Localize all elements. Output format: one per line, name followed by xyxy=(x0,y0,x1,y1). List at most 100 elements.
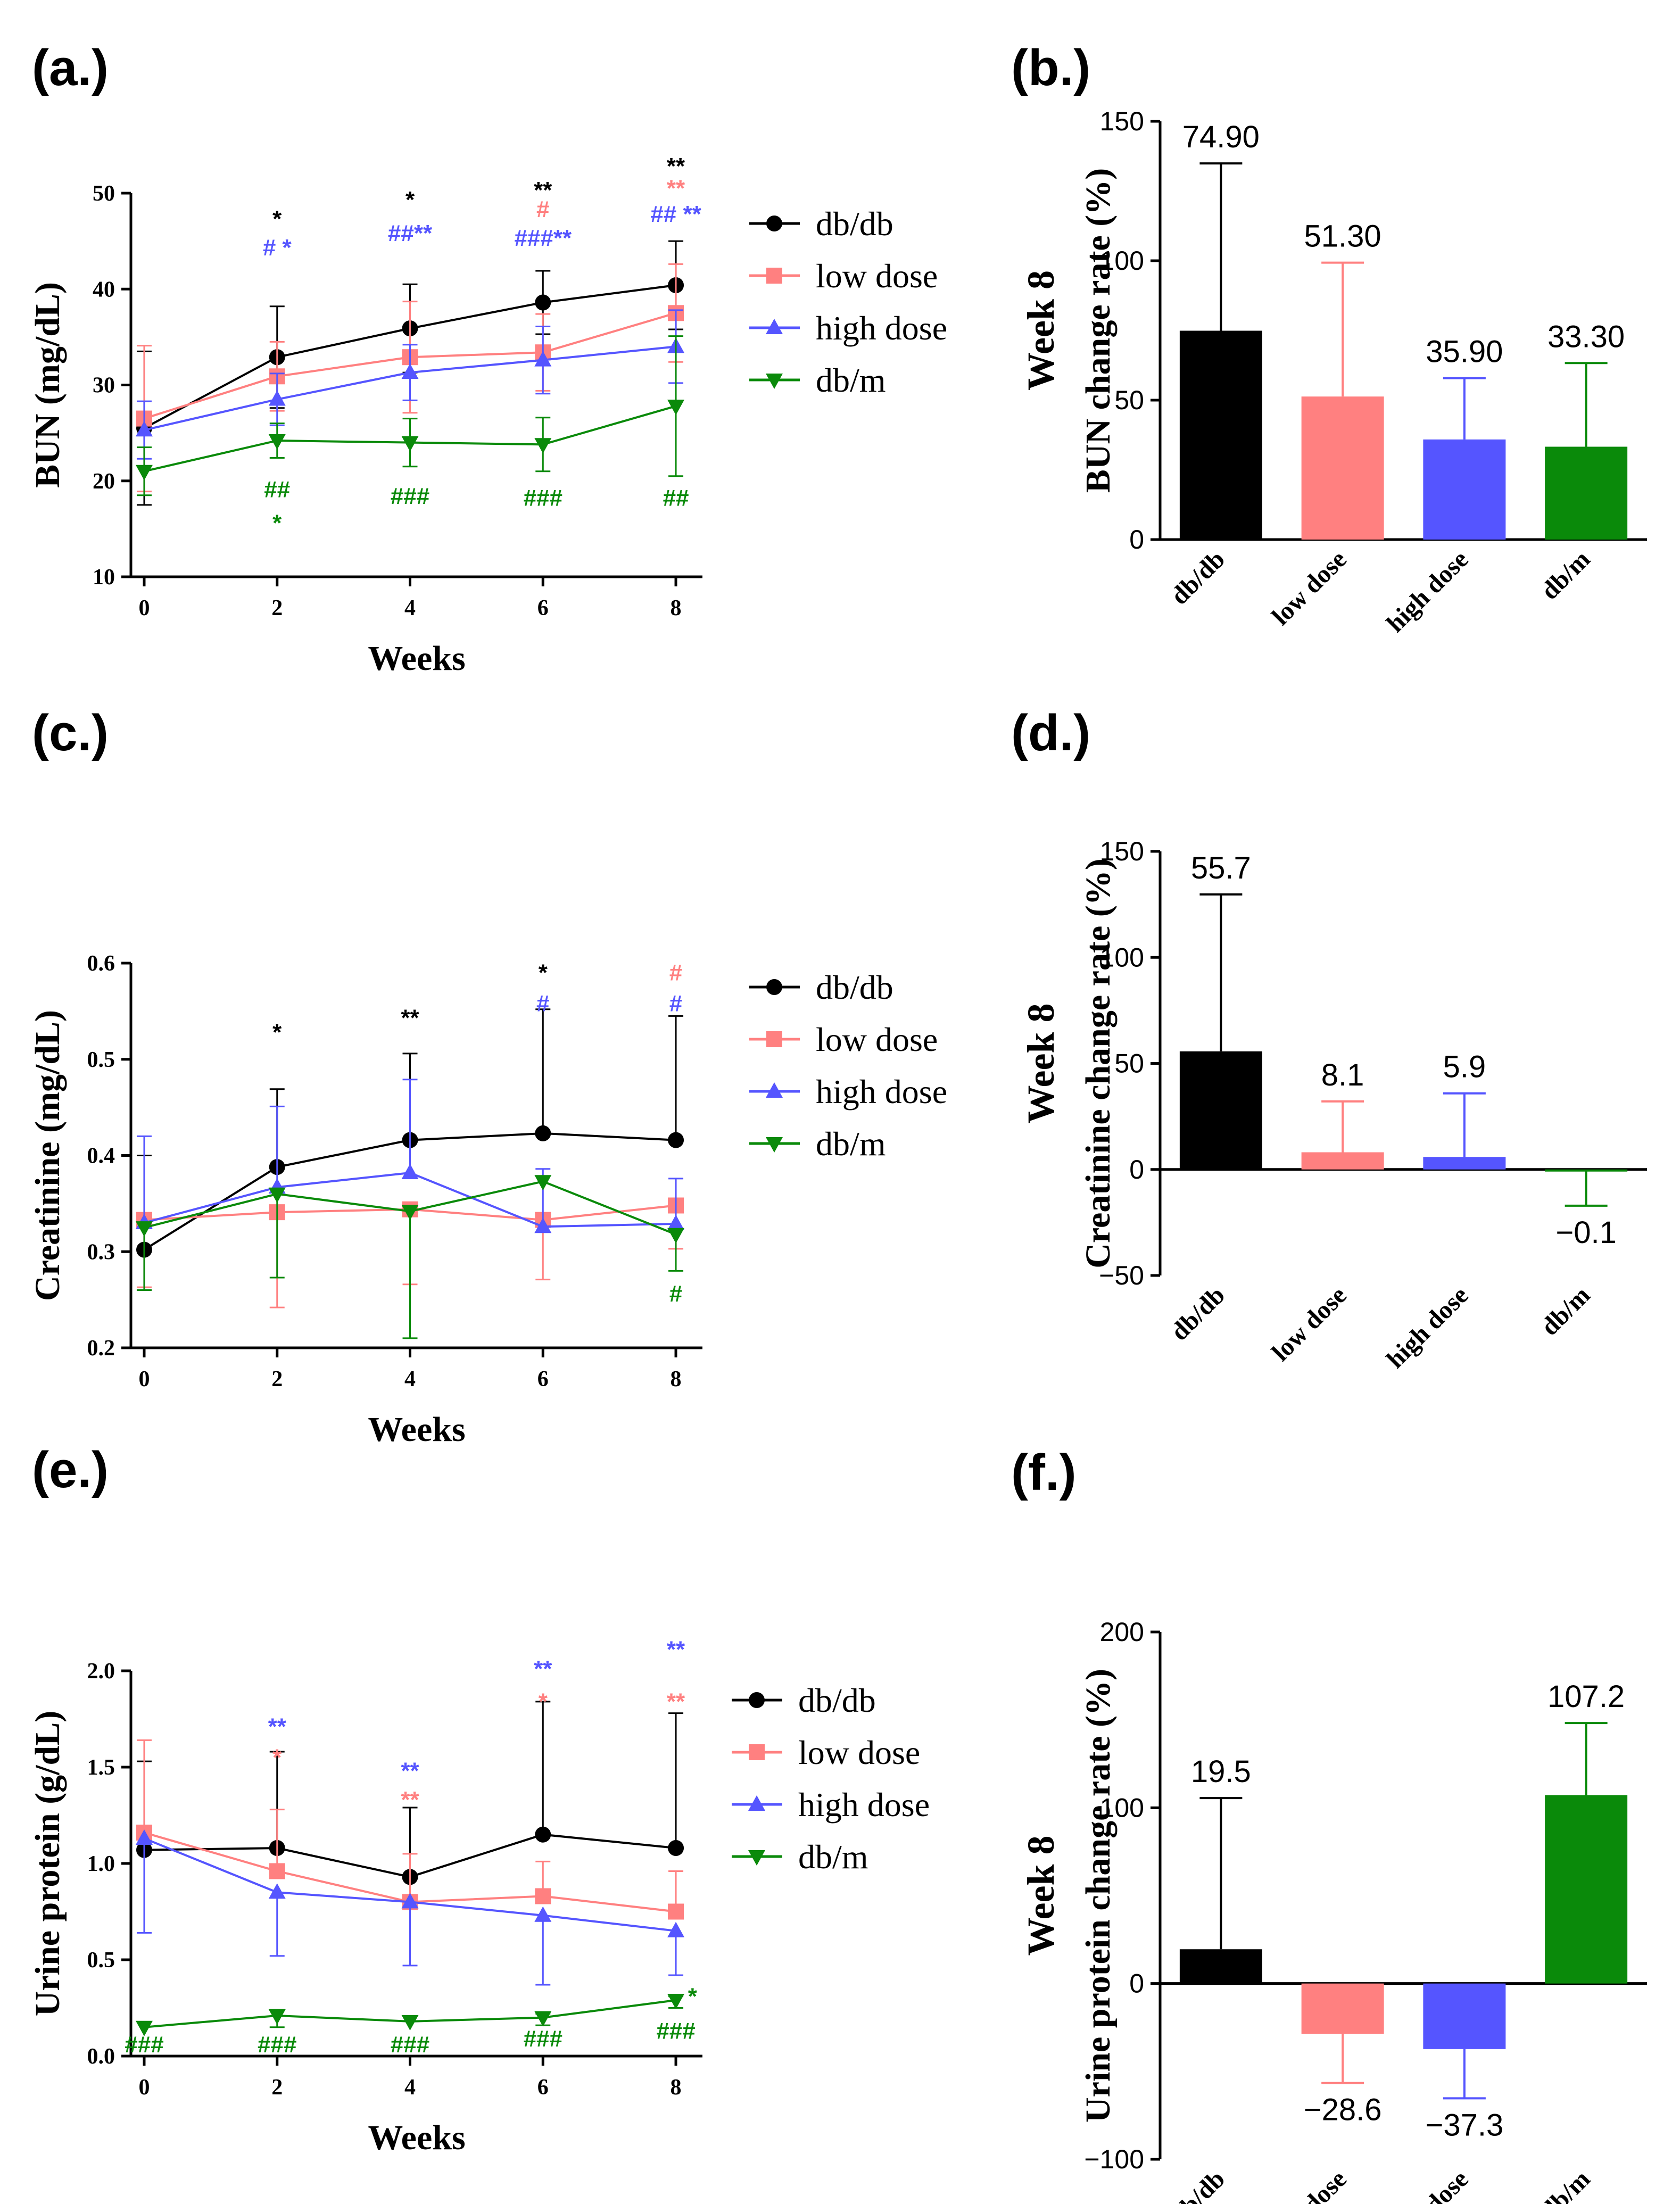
legend-label: low dose xyxy=(798,1734,920,1771)
panel-label: (b.) xyxy=(1011,39,1090,96)
data-label: 33.30 xyxy=(1547,319,1625,354)
significance-mark: ### xyxy=(524,2026,562,2052)
data-point xyxy=(668,1132,684,1148)
bar-chart-5: (f.) −100 0 100 200 Week 8 Urine protein chang… xyxy=(1011,1444,1647,2204)
x-tick-label: 6 xyxy=(537,596,549,620)
legend-marker xyxy=(766,979,782,995)
x-tick-label: 6 xyxy=(537,1367,549,1391)
legend: db/db low dose high dose db/m xyxy=(732,1681,930,1876)
x-tick-label: 0 xyxy=(138,1367,150,1391)
bar xyxy=(1545,446,1628,540)
line-chart-4: (e.) 0.0 0.5 1.0 1.5 2.0 0 2 4 6 8 Weeks Urine prote… xyxy=(28,1441,930,2157)
significance-mark: * xyxy=(272,1744,282,1770)
bar xyxy=(1179,1949,1262,1984)
legend: db/db low dose high dose db/m xyxy=(749,205,947,399)
panel-label: (d.) xyxy=(1011,705,1090,761)
y-tick-label: 100 xyxy=(1100,246,1144,276)
significance-mark: ### xyxy=(125,2032,163,2058)
y-tick-label: 0.5 xyxy=(87,1948,115,1973)
y-tick-label: 30 xyxy=(93,374,115,398)
bar xyxy=(1301,1152,1384,1170)
legend: db/db low dose high dose db/m xyxy=(749,968,947,1163)
data-point xyxy=(401,1164,419,1180)
significance-mark: * xyxy=(539,1688,548,1714)
significance-mark: ### xyxy=(656,2018,695,2044)
y-tick-label: 50 xyxy=(1114,1049,1144,1079)
category-label: low dose xyxy=(1267,1281,1352,1366)
chart-title: Week 8 xyxy=(1020,1004,1062,1124)
y-tick-label: 0.4 xyxy=(87,1144,115,1169)
data-label: 107.2 xyxy=(1547,1679,1625,1714)
x-tick-label: 8 xyxy=(671,1367,682,1391)
legend-label: db/m xyxy=(816,361,886,399)
x-tick-label: 2 xyxy=(271,596,283,620)
significance-mark: ** xyxy=(667,175,685,201)
legend-label: high dose xyxy=(816,309,947,347)
y-tick-label: 0 xyxy=(1129,1155,1144,1184)
series-high-dose xyxy=(135,1829,685,1986)
legend-marker xyxy=(748,1795,765,1811)
series-db-m xyxy=(135,335,685,496)
panel-label: (a.) xyxy=(32,39,109,96)
data-point xyxy=(667,1228,685,1244)
y-tick-label: 2.0 xyxy=(87,1659,115,1684)
significance-mark: # * xyxy=(263,235,292,261)
legend-marker xyxy=(766,1082,783,1098)
data-point xyxy=(667,400,685,416)
data-label: −0.1 xyxy=(1555,1215,1617,1250)
data-label: 35.90 xyxy=(1426,335,1503,369)
data-label: −28.6 xyxy=(1304,2093,1382,2127)
y-tick-label: 50 xyxy=(1114,385,1144,415)
significance-mark: ###** xyxy=(514,225,572,251)
data-point xyxy=(667,1921,685,1937)
data-point xyxy=(268,2009,286,2025)
legend-label: db/db xyxy=(798,1681,876,1719)
data-point xyxy=(135,1829,153,1845)
data-point xyxy=(668,1840,684,1857)
category-label: db/db xyxy=(1165,1281,1230,1346)
y-axis-title: BUN change rate (%) xyxy=(1079,168,1118,493)
significance-mark: ### xyxy=(391,483,429,509)
legend-label: low dose xyxy=(816,257,938,295)
legend-marker xyxy=(766,374,783,389)
data-point xyxy=(534,1906,552,1922)
x-tick-label: 2 xyxy=(271,2075,283,2100)
category-label: high dose xyxy=(1381,1281,1474,1373)
y-tick-label: 0 xyxy=(1129,1969,1144,1999)
series-db-m xyxy=(135,1994,685,2036)
data-point xyxy=(534,438,552,454)
y-tick-label: 0.0 xyxy=(87,2044,115,2069)
significance-mark: ## xyxy=(663,485,689,511)
series-db-m xyxy=(135,1175,685,1339)
x-axis-title: Weeks xyxy=(368,2118,465,2157)
bar-chart-1: (b.) 0 50 100 150 Week 8 BUN change rate (%) 74… xyxy=(1011,39,1647,638)
data-point xyxy=(534,2011,552,2027)
category-label: db/m xyxy=(1535,2165,1595,2204)
legend-label: high dose xyxy=(816,1073,947,1111)
data-point xyxy=(135,1221,153,1237)
legend-label: db/db xyxy=(816,205,893,243)
panel-label: (e.) xyxy=(32,1441,109,1498)
y-tick-label: 200 xyxy=(1100,1617,1144,1647)
significance-mark: ** xyxy=(667,153,685,179)
y-axis-title: Urine protein (g/dL) xyxy=(28,1711,67,2016)
y-tick-label: 150 xyxy=(1100,836,1144,866)
category-label: low dose xyxy=(1267,2165,1352,2204)
data-point xyxy=(268,390,286,406)
significance-mark: * xyxy=(688,1983,698,2009)
data-point xyxy=(269,1863,285,1879)
data-point xyxy=(401,1205,419,1221)
x-tick-label: 0 xyxy=(138,596,150,620)
data-label: 5.9 xyxy=(1443,1050,1486,1084)
category-label: db/db xyxy=(1165,2165,1230,2204)
y-tick-label: 0.3 xyxy=(87,1240,115,1264)
significance-mark: ** xyxy=(534,1656,552,1682)
significance-mark: ## ** xyxy=(650,201,701,227)
y-tick-label: −100 xyxy=(1084,2144,1144,2174)
chart-title: Week 8 xyxy=(1020,1836,1062,1956)
data-point xyxy=(401,1893,419,1909)
bar-chart-3: (d.) −50 0 50 100 150 Week 8 Creatinine change … xyxy=(1011,705,1647,1374)
chart-title: Week 8 xyxy=(1020,270,1062,391)
x-tick-label: 4 xyxy=(404,1367,416,1391)
category-label: high dose xyxy=(1381,2165,1474,2204)
